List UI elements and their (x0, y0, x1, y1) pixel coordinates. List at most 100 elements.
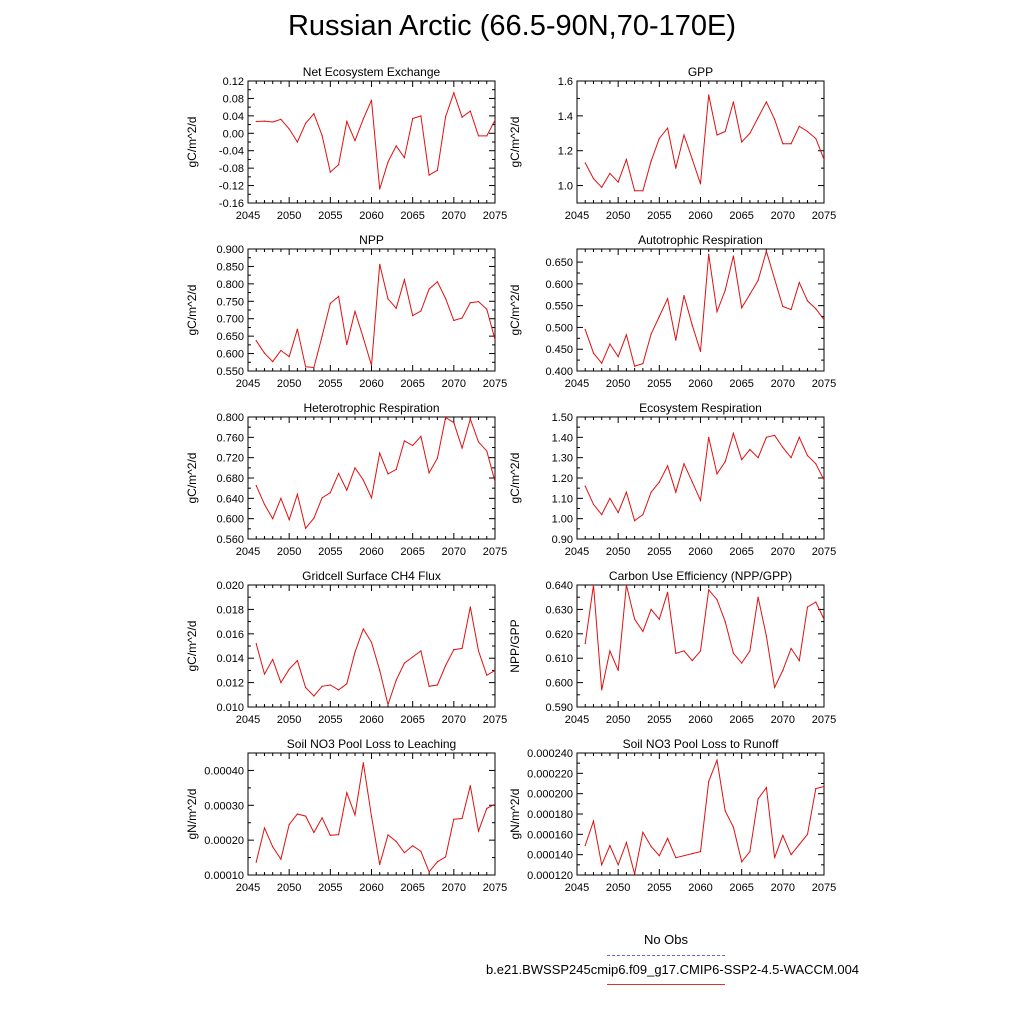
data-point (486, 135, 488, 137)
x-tick-label: 2055 (318, 714, 342, 726)
data-point (708, 589, 710, 591)
data-point (453, 421, 455, 424)
data-point (445, 664, 447, 667)
data-point (765, 101, 767, 103)
data-point (346, 683, 348, 685)
y-tick-label: 0.700 (216, 314, 244, 326)
data-point (806, 130, 809, 133)
data-point (461, 317, 463, 319)
data-point (716, 311, 718, 313)
data-point (321, 497, 323, 499)
y-tick-label: 1.20 (552, 473, 573, 485)
data-point (370, 99, 373, 101)
data-point (592, 178, 595, 180)
x-tick-label: 2075 (812, 882, 836, 894)
data-point (272, 658, 274, 661)
panel-title: Soil NO3 Pool Loss to Leaching (287, 737, 456, 751)
data-point (634, 618, 636, 620)
data-point (708, 253, 710, 255)
data-point (379, 669, 381, 672)
data-point (420, 650, 422, 652)
y-axis-label: gN/m^2/d (185, 789, 199, 840)
y-tick-label: 0.550 (545, 301, 573, 313)
panel-title: Autotrophic Respiration (638, 233, 763, 247)
data-point (774, 118, 776, 120)
data-point (584, 844, 586, 847)
y-tick-label: 1.10 (552, 493, 573, 505)
data-point (255, 340, 257, 342)
data-point (403, 662, 406, 664)
panel-4: Autotrophic Respiration 2045 2050 2055 2060 2… (508, 233, 836, 390)
x-tick-label: 2075 (483, 882, 507, 894)
data-point (675, 339, 677, 341)
data-point (625, 158, 628, 161)
data-point (379, 188, 381, 190)
x-tick-label: 2060 (688, 210, 712, 222)
y-tick-label: 0.012 (216, 678, 244, 690)
data-point (436, 281, 438, 283)
data-point (469, 110, 471, 112)
data-point (346, 120, 348, 123)
panel-6: Ecosystem Respiration 2045 2050 2055 2060 206… (508, 401, 836, 558)
data-point (494, 119, 495, 121)
data-point (428, 174, 430, 176)
data-point (601, 864, 603, 866)
data-point (305, 366, 307, 368)
data-point (494, 339, 495, 341)
y-tick-label: 0.018 (216, 604, 244, 616)
data-point (823, 785, 824, 788)
data-point (337, 689, 340, 691)
data-point (601, 689, 603, 691)
data-point (708, 94, 710, 96)
x-tick-label: 2070 (442, 714, 466, 726)
x-tick-label: 2065 (400, 882, 424, 894)
data-point (403, 279, 406, 281)
x-tick-label: 2045 (565, 378, 589, 390)
x-tick-label: 2060 (359, 882, 383, 894)
x-tick-label: 2060 (688, 378, 712, 390)
y-tick-label: 0.620 (545, 629, 573, 641)
data-point (296, 813, 298, 815)
y-tick-label: 0.600 (545, 279, 573, 291)
x-tick-label: 2070 (442, 882, 466, 894)
x-tick-label: 2050 (606, 882, 630, 894)
data-point (362, 337, 364, 339)
x-tick-label: 2075 (812, 546, 836, 558)
series-line (256, 91, 495, 190)
data-point (477, 135, 480, 137)
x-tick-label: 2070 (771, 546, 795, 558)
data-point (634, 873, 636, 875)
data-point (617, 669, 619, 672)
panel-title: Carbon Use Efficiency (NPP/GPP) (609, 569, 792, 583)
data-point (461, 116, 463, 118)
data-point (782, 834, 784, 836)
data-point (666, 127, 669, 129)
data-point (625, 334, 628, 336)
data-point (823, 618, 824, 620)
plot-frame (576, 416, 825, 540)
series-line (584, 758, 824, 875)
y-tick-label: 0.00030 (204, 800, 244, 812)
x-tick-label: 2065 (729, 546, 753, 558)
data-point (329, 492, 331, 494)
data-point (765, 635, 767, 637)
data-point (815, 787, 817, 790)
data-point (691, 853, 693, 855)
x-tick-label: 2050 (606, 546, 630, 558)
y-tick-label: 0.000240 (527, 748, 573, 760)
x-tick-label: 2075 (812, 378, 836, 390)
y-tick-label: 0.600 (216, 349, 244, 361)
x-tick-label: 2070 (771, 378, 795, 390)
data-point (634, 520, 636, 522)
data-point (296, 328, 298, 330)
data-point (592, 585, 595, 586)
panel-title: Gridcell Surface CH4 Flux (302, 569, 441, 583)
data-point (280, 497, 282, 499)
data-point (790, 647, 792, 650)
y-tick-label: 1.4 (558, 111, 573, 123)
data-point (412, 314, 414, 317)
x-tick-label: 2070 (771, 714, 795, 726)
y-tick-label: 0.640 (545, 580, 573, 592)
data-point (370, 364, 373, 367)
data-point (453, 92, 455, 94)
